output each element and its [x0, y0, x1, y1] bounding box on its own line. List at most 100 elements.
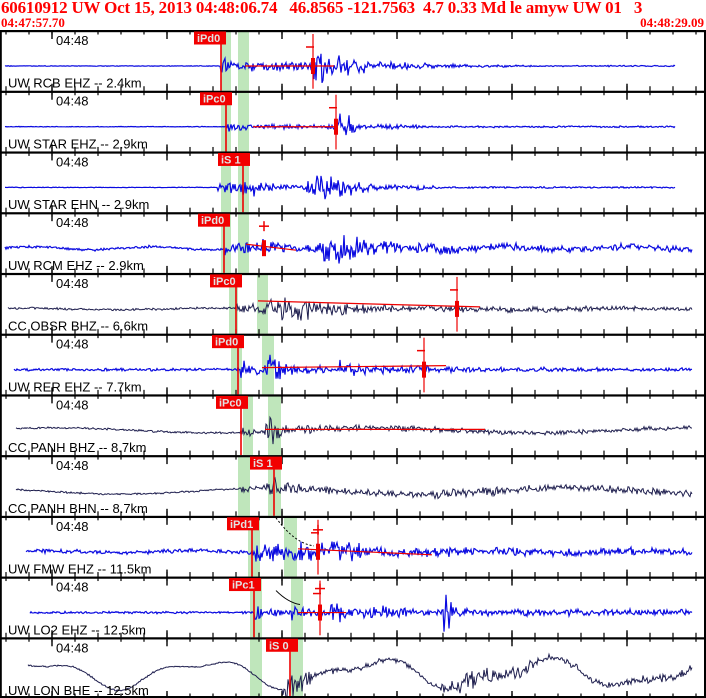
highlight-band	[257, 274, 268, 334]
pick-flag-label[interactable]: iPd0	[215, 337, 238, 349]
event-header: 60610912 UW Oct 15, 2013 04:48:06.74 46.…	[0, 0, 706, 30]
panel-border	[0, 394, 706, 397]
pick-flag-label[interactable]: iPd1	[230, 519, 253, 531]
highlight-band	[250, 578, 262, 638]
highlight-band	[231, 335, 242, 395]
time-tick-label: 04:48	[56, 519, 89, 534]
highlight-band	[221, 32, 231, 91]
time-tick-label: 04:48	[56, 154, 89, 169]
pick-flag-label[interactable]: iS 0	[269, 640, 289, 652]
frame-right	[704, 30, 706, 698]
panel-border	[0, 637, 706, 640]
pick-flag[interactable]	[218, 152, 250, 166]
panel-border	[0, 212, 706, 215]
coda-line	[245, 243, 297, 251]
waveform[interactable]	[4, 235, 693, 264]
waveform[interactable]	[27, 652, 693, 698]
time-tick-label: 04:48	[56, 580, 89, 595]
station-label: UW RER EHZ -- 7.7km	[8, 379, 142, 394]
pick-flag-label[interactable]: iPc0	[219, 397, 242, 409]
window-end-time: 04:48:29.09	[640, 15, 704, 30]
window-start-time: 04:47:57.70	[1, 15, 65, 30]
amplitude-pick-bar[interactable]	[316, 543, 320, 560]
pick-flag[interactable]	[229, 578, 261, 592]
pick-flag[interactable]	[194, 31, 226, 45]
pick-flag-label[interactable]: iPc0	[213, 276, 236, 288]
highlight-band	[248, 517, 260, 577]
panel-border	[0, 576, 706, 579]
waveform[interactable]	[7, 297, 693, 321]
coda-line	[261, 365, 447, 369]
trace-panel: iPd0 04:48 UW RER EHZ -- 7.7km	[0, 333, 706, 395]
pick-flag[interactable]	[216, 395, 248, 409]
highlight-band	[238, 92, 249, 152]
station-label: UW LO2 EHZ -- 12.5km	[8, 622, 146, 637]
highlight-band	[229, 274, 238, 334]
decay-curve	[275, 590, 301, 606]
station-label: UW STAR EHZ -- 2.9km	[8, 136, 148, 151]
pick-flag-label[interactable]: iS 1	[221, 154, 241, 166]
waveform[interactable]	[15, 476, 693, 500]
amplitude-pick-bar[interactable]	[334, 118, 338, 135]
highlight-band	[291, 578, 303, 638]
coda-line	[257, 300, 481, 308]
pick-flag[interactable]	[212, 335, 244, 349]
pick-flag[interactable]	[227, 517, 259, 531]
decay-curve	[275, 517, 315, 547]
station-label: UW LON BHE -- 12.5km	[8, 683, 149, 698]
waveform[interactable]	[4, 113, 676, 136]
waveform[interactable]	[13, 354, 693, 380]
pick-flag[interactable]	[198, 213, 230, 227]
amplitude-pick-bar[interactable]	[262, 240, 266, 257]
pick-flag-label[interactable]: iPd0	[201, 215, 224, 227]
pick-flag[interactable]	[250, 456, 282, 470]
panel-border	[0, 30, 706, 33]
pick-flag-label[interactable]: iS 1	[253, 458, 273, 470]
panel-border	[0, 333, 706, 336]
station-label: UW RCM EHZ -- 2.9km	[8, 258, 144, 273]
time-tick-label: 04:48	[56, 337, 89, 352]
amplitude-pick-bar[interactable]	[422, 361, 426, 378]
waveform[interactable]	[5, 175, 676, 200]
waveform[interactable]	[4, 53, 676, 84]
pick-flag-label[interactable]: iPc1	[232, 580, 255, 592]
coda-line	[297, 548, 433, 556]
panel-border	[0, 90, 706, 93]
waveform[interactable]	[25, 540, 693, 562]
time-tick-label: 04:48	[56, 640, 89, 655]
panel-border	[0, 272, 706, 276]
panel-border	[0, 455, 706, 458]
time-tick-label: 04:48	[56, 397, 89, 412]
amplitude-pick-bar[interactable]	[455, 300, 459, 317]
panel-border	[0, 515, 706, 519]
amplitude-pick-bar[interactable]	[311, 58, 315, 74]
trace-panel: iPd1 04:48 UW FMW EHZ -- 11.5km	[0, 515, 706, 577]
station-label: CC PANH BHN -- 8.7km	[8, 501, 148, 516]
trace-panel: iPc1 04:48 UW LO2 EHZ -- 12.5km	[0, 576, 706, 638]
highlight-band	[238, 214, 249, 273]
pick-flag-label[interactable]: iPc0	[203, 94, 226, 106]
time-tick-label: 04:48	[56, 33, 89, 48]
station-label: CC OBSR BHZ -- 6.6km	[8, 319, 148, 334]
station-label: CC PANH BHZ -- 8.7km	[8, 440, 146, 455]
trace-panel: iPc0 04:48 CC OBSR BHZ -- 6.6km	[0, 272, 706, 334]
highlight-band	[268, 396, 281, 456]
trace-panel: iS 1 04:48 CC PANH BHN -- 8.7km	[0, 455, 706, 516]
highlight-band	[221, 153, 231, 213]
highlight-band	[238, 457, 250, 516]
amplitude-pick-bar[interactable]	[318, 604, 322, 621]
trace-panel: iS 0 04:48 UW LON BHE -- 12.5km	[0, 637, 706, 698]
time-tick-label: 04:48	[56, 276, 89, 291]
waveform[interactable]	[29, 594, 693, 632]
pick-flag-label[interactable]: iPd0	[197, 33, 220, 45]
pick-flag[interactable]	[210, 274, 242, 288]
waveform[interactable]	[15, 415, 692, 445]
highlight-band	[221, 214, 231, 273]
time-tick-label: 04:48	[56, 215, 89, 230]
time-tick-label: 04:48	[56, 94, 89, 109]
highlight-band	[250, 639, 262, 698]
pick-flag[interactable]	[266, 638, 298, 652]
pick-flag[interactable]	[200, 92, 232, 106]
station-label: UW STAR EHN -- 2.9km	[8, 197, 149, 212]
